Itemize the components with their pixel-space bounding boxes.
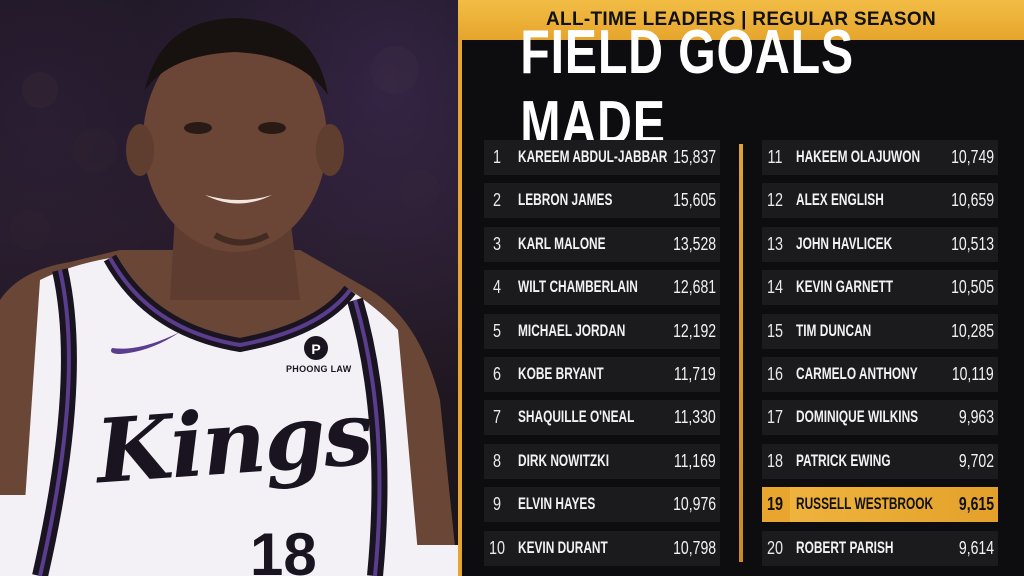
leader-row: 11 HAKEEM OLAJUWON 10,749 (762, 140, 998, 175)
leader-row: 15 TIM DUNCAN 10,285 (762, 313, 998, 349)
leader-row: 9 ELVIN HAYES 10,976 (484, 487, 720, 523)
leader-value: 11,330 (674, 407, 716, 428)
season-banner: ALL-TIME LEADERS | REGULAR SEASON (458, 0, 1024, 40)
leader-value: 15,605 (673, 190, 716, 211)
leader-value: 10,505 (951, 277, 994, 298)
leader-row: 20 ROBERT PARISH 9,614 (762, 530, 998, 566)
leader-rank: 6 (492, 363, 501, 384)
leader-row: 2 LEBRON JAMES 15,605 (484, 183, 720, 219)
leader-value: 9,615 (958, 494, 994, 515)
leader-rank: 19 (766, 494, 784, 515)
leader-value: 10,119 (952, 363, 994, 384)
leader-name: WILT CHAMBERLAIN (518, 278, 638, 297)
leader-value: 9,614 (958, 537, 994, 558)
leader-value: 10,513 (951, 233, 994, 254)
leader-rank: 11 (767, 147, 783, 167)
leader-row: 8 DIRK NOWITZKI 11,169 (484, 443, 720, 479)
sponsor-logo (304, 336, 328, 360)
player-photo: P PHOONG LAW Kings 18 (0, 0, 458, 576)
leader-rank: 18 (766, 450, 784, 471)
leader-name: HAKEEM OLAJUWON (796, 148, 921, 166)
leader-value: 10,749 (951, 147, 994, 167)
gold-edge-rule (458, 40, 462, 576)
leader-row: 6 KOBE BRYANT 11,719 (484, 356, 720, 392)
leader-name: ROBERT PARISH (796, 538, 894, 557)
leader-name: KAREEM ABDUL-JABBAR (518, 148, 668, 166)
leader-rank: 15 (766, 320, 784, 341)
leader-name: MICHAEL JORDAN (518, 321, 626, 340)
leader-value: 10,285 (951, 320, 994, 341)
leader-name: KEVIN GARNETT (796, 278, 894, 297)
leader-rank: 1 (492, 147, 501, 167)
leader-name: DOMINIQUE WILKINS (796, 408, 919, 427)
leader-row: 4 WILT CHAMBERLAIN 12,681 (484, 270, 720, 306)
leader-rank: 16 (766, 363, 784, 384)
leader-row: 10 KEVIN DURANT 10,798 (484, 530, 720, 566)
leader-value: 10,798 (673, 537, 716, 558)
leader-value: 15,837 (673, 147, 716, 167)
leaderboard-panel: ALL-TIME LEADERS | REGULAR SEASON FIELD … (458, 0, 1024, 576)
leader-row: 7 SHAQUILLE O'NEAL 11,330 (484, 400, 720, 436)
leader-name: ELVIN HAYES (518, 495, 596, 514)
leader-name: LEBRON JAMES (518, 191, 613, 210)
leader-value: 11,169 (674, 450, 716, 471)
leader-value: 9,963 (958, 407, 994, 428)
jersey-sponsor-text: PHOONG LAW (286, 364, 352, 374)
leader-value: 11,719 (674, 363, 716, 384)
leader-value: 9,702 (958, 450, 994, 471)
leader-name: SHAQUILLE O'NEAL (518, 408, 635, 427)
leader-name: DIRK NOWITZKI (518, 451, 610, 470)
leader-value: 12,681 (673, 277, 716, 298)
player-illustration: P (0, 18, 458, 576)
leader-name: RUSSELL WESTBROOK (796, 495, 934, 514)
leader-rank: 17 (766, 407, 784, 428)
leader-row: 1 KAREEM ABDUL-JABBAR 15,837 (484, 140, 720, 175)
stat-title: FIELD GOALS MADE (520, 18, 854, 158)
leader-row: 12 ALEX ENGLISH 10,659 (762, 183, 998, 219)
leader-rank: 7 (492, 407, 501, 428)
leader-row: 14 KEVIN GARNETT 10,505 (762, 270, 998, 306)
leader-name: JOHN HAVLICEK (796, 234, 893, 253)
leader-name: KARL MALONE (518, 234, 606, 253)
column-divider (739, 144, 743, 562)
leader-name: TIM DUNCAN (796, 321, 872, 340)
rank-highlight-box (762, 487, 790, 523)
leader-rank: 10 (488, 537, 506, 558)
leader-rank: 20 (766, 537, 784, 558)
leader-name: ALEX ENGLISH (796, 191, 884, 210)
jersey-team-wordmark: Kings (92, 380, 375, 504)
leader-name: KEVIN DURANT (518, 538, 608, 557)
leader-row: 17 DOMINIQUE WILKINS 9,963 (762, 400, 998, 436)
leader-rank: 9 (492, 494, 501, 515)
leaders-column-left: 1 KAREEM ABDUL-JABBAR 15,837 2 LEBRON JAMES 1… (484, 140, 720, 574)
swoosh-logo (111, 332, 180, 354)
leader-rank: 14 (766, 277, 784, 298)
leader-value: 12,192 (673, 320, 716, 341)
jersey-number: 18 (250, 521, 317, 576)
leader-rank: 13 (766, 233, 784, 254)
leader-value: 10,659 (951, 190, 994, 211)
leader-row: 5 MICHAEL JORDAN 12,192 (484, 313, 720, 349)
leader-value: 10,976 (673, 494, 716, 515)
leader-row: 16 CARMELO ANTHONY 10,119 (762, 356, 998, 392)
leader-row: 3 KARL MALONE 13,528 (484, 226, 720, 262)
leader-value: 13,528 (673, 233, 716, 254)
leader-row: 18 PATRICK EWING 9,702 (762, 443, 998, 479)
leader-rank: 12 (766, 190, 784, 211)
leader-name: KOBE BRYANT (518, 364, 604, 383)
leader-name: PATRICK EWING (796, 451, 891, 470)
leader-rank: 3 (492, 233, 501, 254)
crowd-background (10, 46, 440, 286)
leader-row-highlighted: 19 RUSSELL WESTBROOK 9,615 (762, 487, 998, 523)
svg-text:P: P (311, 341, 320, 357)
leaders-column-right: 11 HAKEEM OLAJUWON 10,749 12 ALEX ENGLISH 10,… (762, 140, 998, 574)
leader-rank: 2 (492, 190, 501, 211)
leader-row: 13 JOHN HAVLICEK 10,513 (762, 226, 998, 262)
leader-rank: 5 (492, 320, 501, 341)
leader-rank: 4 (492, 277, 501, 298)
leader-rank: 8 (492, 450, 501, 471)
leader-name: CARMELO ANTHONY (796, 364, 918, 383)
